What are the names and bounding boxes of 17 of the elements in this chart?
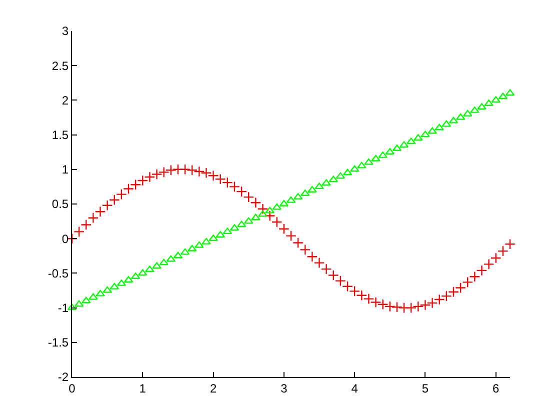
x-tick-label: 3 (280, 381, 288, 396)
x-tick-label: 2 (210, 381, 217, 396)
y-tick-label: -0.5 (48, 266, 69, 280)
y-tick-label: 3 (62, 24, 69, 38)
y-tick-label: 2 (62, 93, 69, 108)
y-tick-label: 1.5 (52, 128, 69, 142)
y-tick-label: 0 (62, 232, 69, 246)
y-tick-label: -1 (58, 301, 69, 315)
y-tick-label: 1 (62, 162, 69, 177)
x-tick-label: 1 (139, 381, 146, 396)
x-tick-label: 4 (351, 381, 358, 396)
x-tick-label: 6 (492, 381, 500, 396)
y-tick-label: 2.5 (52, 58, 69, 73)
x-tick-label: 5 (422, 381, 429, 396)
y-tick-label: 0.5 (52, 197, 69, 212)
y-tick-label: -1.5 (48, 336, 69, 350)
y-tick-label: -2 (58, 370, 69, 384)
